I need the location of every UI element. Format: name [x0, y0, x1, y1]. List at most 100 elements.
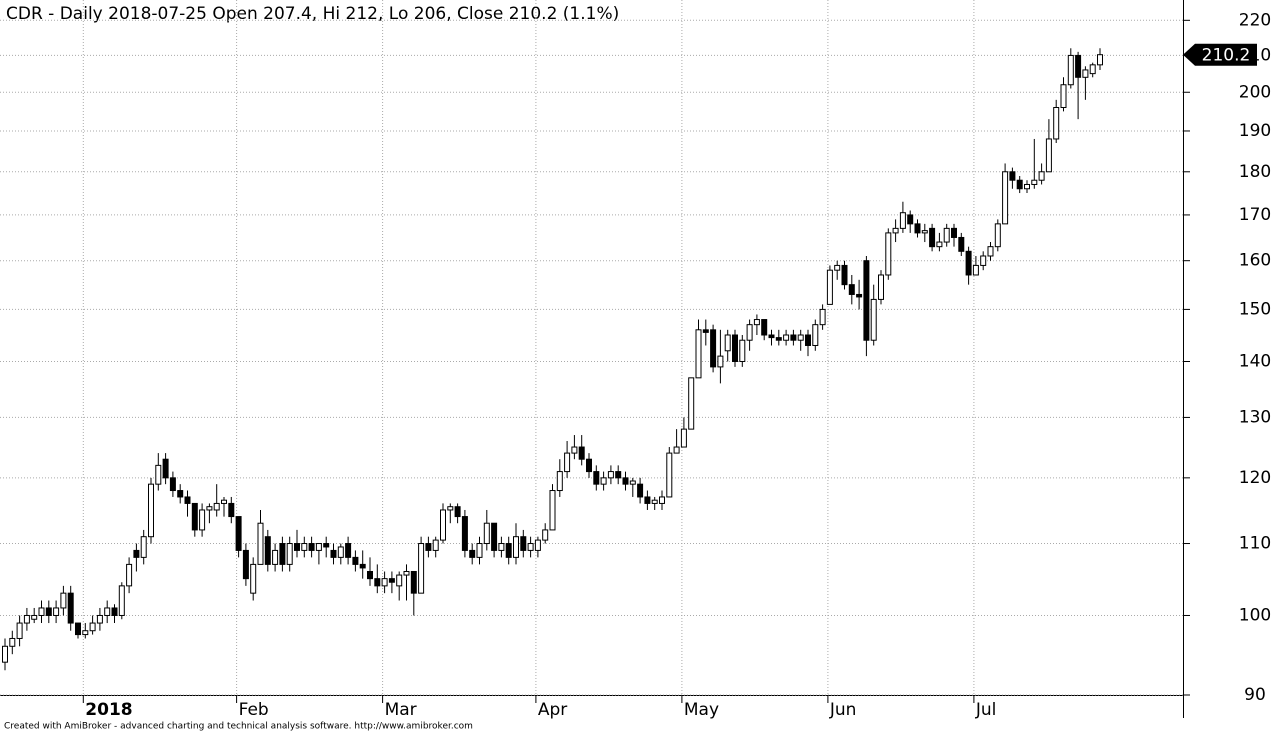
x-tick-label: 2018 [85, 700, 132, 720]
candle-body [9, 637, 16, 647]
candle-body [1016, 179, 1023, 190]
candle-body [410, 570, 417, 594]
candle-body [16, 622, 23, 639]
candle-body [1075, 54, 1082, 78]
chart-title: CDR - Daily 2018-07-25 Open 207.4, Hi 21… [6, 4, 619, 24]
candle-body [184, 496, 191, 504]
candle-body [972, 264, 979, 276]
candle-body [951, 227, 957, 238]
candle-body [732, 334, 738, 362]
candle-body [1097, 54, 1103, 66]
candle-body [710, 329, 717, 368]
candle-body [498, 543, 505, 551]
candle-body [644, 496, 651, 504]
candle-body [286, 543, 293, 565]
candle-body [768, 334, 775, 339]
candle-body [885, 232, 892, 276]
candle-body [60, 592, 67, 609]
candle-body [542, 529, 549, 541]
candle-body [717, 355, 724, 368]
candle-body [352, 556, 359, 565]
candle-body [863, 260, 870, 341]
candle-body [359, 563, 366, 569]
candle-body [228, 502, 235, 518]
y-tick-label: 190 [1239, 121, 1271, 141]
candle-body [921, 230, 928, 234]
candle-body [89, 622, 96, 632]
candle-body [148, 483, 154, 538]
candle-body [1002, 171, 1009, 225]
candle-body [615, 471, 622, 479]
candle-body [534, 539, 541, 551]
candle-body [943, 227, 950, 243]
candle-body [447, 506, 454, 511]
y-tick-label: 150 [1239, 299, 1271, 319]
candle-body [126, 563, 133, 587]
candle-body [1038, 171, 1045, 181]
candle-body [162, 458, 169, 479]
candle-body [425, 543, 432, 551]
candle-body [45, 607, 52, 616]
candle-body [805, 334, 811, 346]
candle-body [432, 539, 439, 551]
candle-body [272, 549, 279, 565]
x-tick-label: Feb [239, 700, 269, 720]
candle-body [23, 614, 30, 624]
candle-body [67, 592, 74, 624]
candle-body [199, 509, 206, 531]
candle-body [279, 543, 286, 565]
candle-body [1060, 84, 1067, 109]
candle-body [367, 570, 373, 580]
y-tick-label: 120 [1239, 468, 1271, 488]
candle-body [315, 543, 322, 551]
candle-body [724, 334, 731, 352]
candle-body [513, 536, 519, 558]
candle-body [396, 574, 403, 587]
candle-body [914, 223, 921, 234]
candle-body [673, 446, 680, 454]
candle-body [841, 264, 848, 286]
candle-body [133, 549, 140, 558]
candle-body [520, 536, 527, 551]
candle-body [250, 563, 257, 594]
candle-body [31, 614, 38, 620]
candle-body [140, 536, 147, 558]
last-price-marker [1183, 43, 1257, 66]
candle-body [388, 578, 395, 583]
candle-body [1009, 171, 1016, 181]
candle-body [556, 471, 563, 492]
candle-body [169, 477, 176, 492]
candle-body [491, 522, 498, 551]
candle-body [345, 543, 352, 558]
candle-body [578, 446, 585, 460]
x-tick-label: May [684, 700, 719, 720]
y-tick-label: 160 [1239, 251, 1271, 271]
y-tick-label: 100 [1239, 605, 1271, 625]
candle-body [753, 319, 760, 326]
candle-body [899, 212, 906, 229]
candle-body [834, 264, 841, 271]
x-tick-label: Jul [975, 700, 997, 720]
candle-body [53, 607, 60, 616]
x-tick-label: Apr [538, 700, 567, 720]
candle-body [586, 458, 592, 473]
candle-body [965, 250, 972, 276]
candle-body [600, 477, 607, 485]
candle-body [666, 452, 673, 498]
x-tick-label: Mar [385, 700, 417, 720]
candle-body [783, 334, 790, 341]
candle-body [564, 452, 571, 473]
candle-body [980, 255, 987, 266]
candle-body [907, 214, 914, 225]
candle-body [797, 334, 804, 341]
candle-body [381, 578, 388, 587]
candle-body [118, 585, 125, 616]
candle-body [104, 607, 111, 616]
candle-body [440, 509, 446, 541]
candle-body [746, 324, 753, 341]
candle-body [75, 622, 81, 636]
candle-body [549, 490, 556, 531]
last-price-label: 210.2 [1202, 46, 1251, 66]
candle-body [242, 549, 249, 580]
